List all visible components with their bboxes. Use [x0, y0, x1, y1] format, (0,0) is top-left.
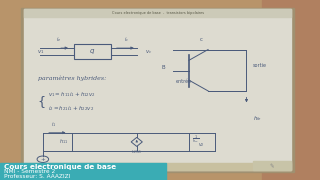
Text: Professeur: S. AAAZIZI: Professeur: S. AAAZIZI [4, 174, 70, 179]
Text: $v_c$: $v_c$ [145, 48, 152, 56]
Text: Cours electronique de base  -  transistors bipolaires: Cours electronique de base - transistors… [112, 11, 204, 15]
Bar [24, 9, 291, 170]
Bar [21, 8, 294, 172]
Text: NMI - Semestre 2: NMI - Semestre 2 [4, 169, 55, 174]
Text: entrée: entrée [176, 79, 192, 84]
Bar [24, 163, 291, 170]
Bar [24, 9, 291, 17]
Bar [74, 44, 111, 59]
Text: $q$: $q$ [89, 47, 95, 56]
Text: $v_1 = h_{11} i_1 + h_{12} v_2$: $v_1 = h_{11} i_1 + h_{12} v_2$ [48, 90, 96, 99]
Text: c: c [200, 37, 203, 42]
Text: $i_2 = h_{21} i_1 + h_{22} v_2$: $i_2 = h_{21} i_1 + h_{22} v_2$ [48, 104, 94, 113]
Bar [0, 163, 166, 180]
Text: $h_{11}$: $h_{11}$ [59, 138, 68, 146]
Text: sortie: sortie [253, 63, 267, 68]
Text: $h_{21}i_1$: $h_{21}i_1$ [131, 148, 142, 156]
Text: $h_{fe}$: $h_{fe}$ [253, 114, 262, 123]
Text: $i_c$: $i_c$ [124, 35, 129, 44]
Text: $i_1$: $i_1$ [51, 121, 56, 129]
Text: B: B [162, 65, 165, 70]
Text: ✎: ✎ [270, 164, 274, 169]
Text: $i_e$: $i_e$ [56, 35, 61, 44]
Text: $v_2$: $v_2$ [198, 141, 205, 148]
Text: Cours electronique de base: Cours electronique de base [4, 164, 116, 170]
Bar [262, 0, 320, 180]
Text: $h_{12}v_2$: $h_{12}v_2$ [34, 164, 46, 172]
Bar [253, 161, 291, 170]
Text: {: { [37, 95, 45, 108]
Text: $\frac{1}{h_{22}}$: $\frac{1}{h_{22}}$ [192, 134, 199, 146]
Text: paramètres hybrides:: paramètres hybrides: [38, 76, 106, 81]
Text: $v_1$: $v_1$ [36, 48, 44, 56]
Text: +: + [40, 157, 45, 162]
